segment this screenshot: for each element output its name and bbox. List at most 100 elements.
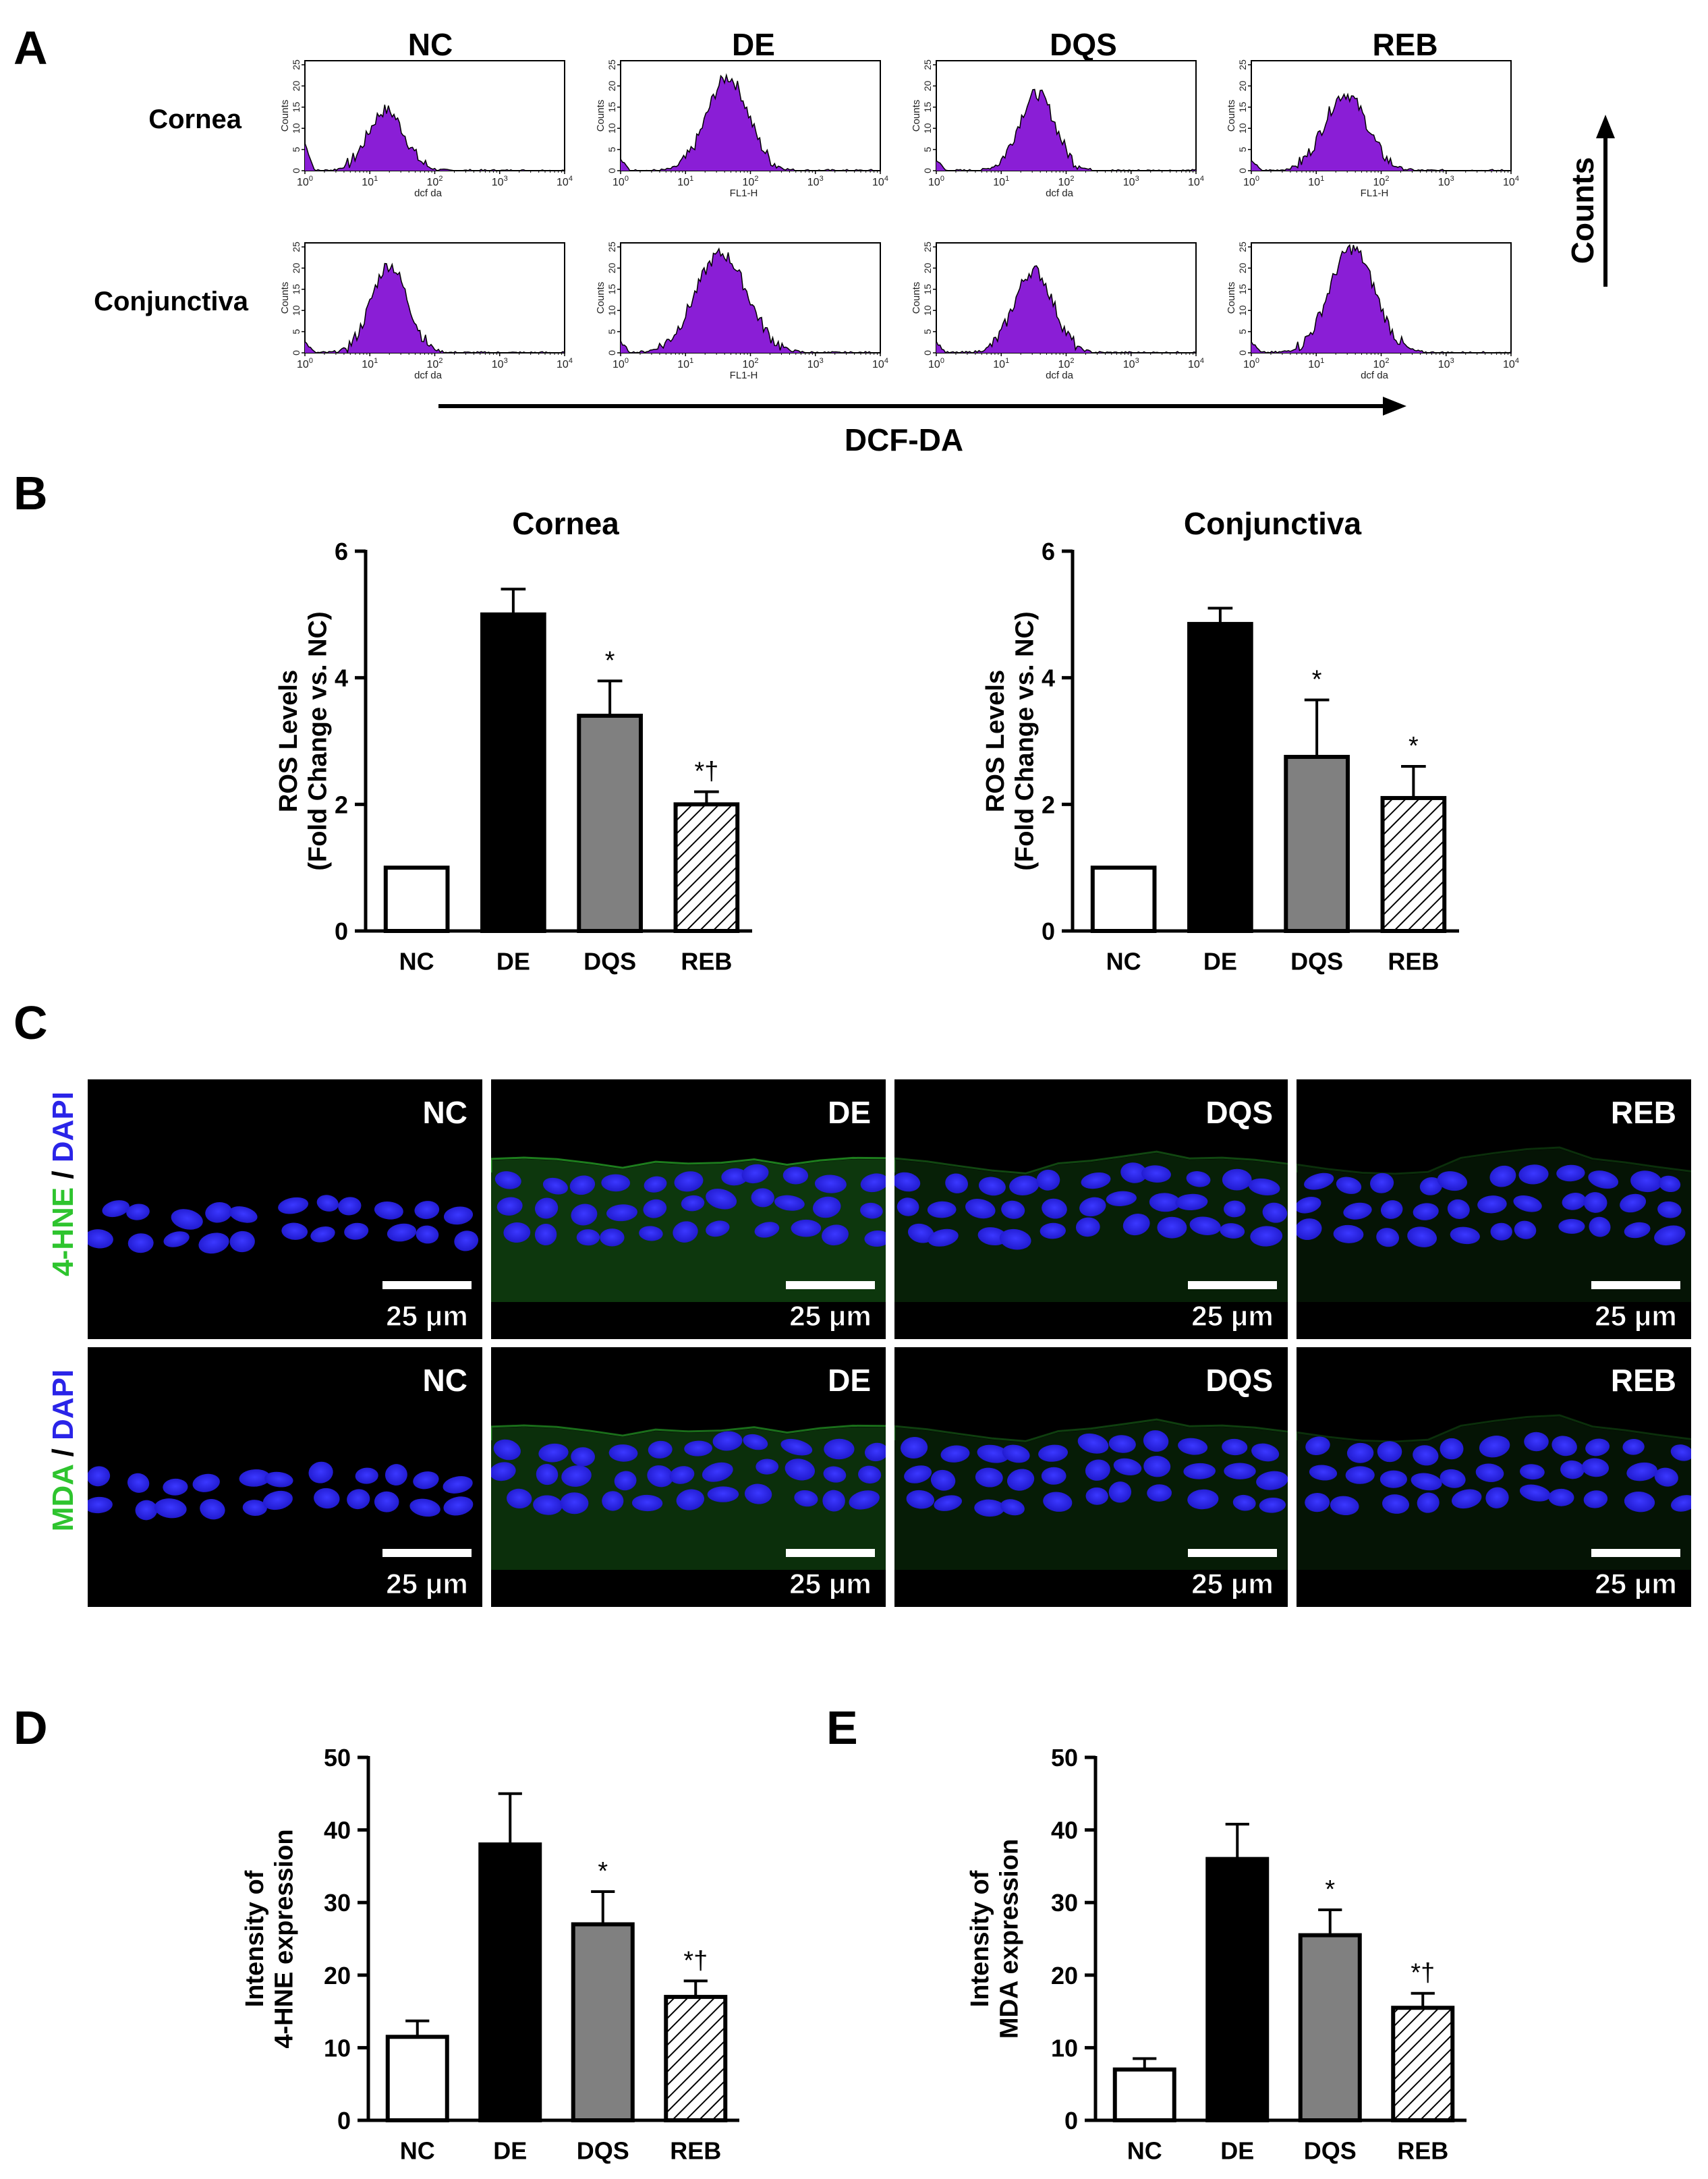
dapi-nucleus (198, 1233, 229, 1254)
dapi-nucleus (1588, 1170, 1619, 1189)
dapi-nucleus (1624, 1492, 1655, 1512)
y-tick-label: 10 (606, 123, 617, 134)
x-tick-label: 103 (492, 357, 508, 370)
dapi-nucleus (229, 1206, 258, 1223)
dapi-nucleus (1143, 1430, 1169, 1452)
dapi-nucleus (1077, 1433, 1109, 1454)
dapi-nucleus (1085, 1487, 1108, 1505)
stain-label-dapi: DAPI (47, 1092, 80, 1162)
green-membrane-line (894, 1418, 1288, 1442)
bar-dqs (571, 1922, 635, 2122)
histogram-cornea-dqs: 0 5 10 15 20 25 Counts 100 101 102 103 104 dcf da (911, 59, 1204, 199)
dapi-nucleus (791, 1219, 822, 1237)
y-tick-label: 15 (1237, 102, 1248, 113)
dapi-nucleus (1447, 1199, 1470, 1219)
dapi-nucleus (1581, 1458, 1610, 1477)
dapi-nucleus (385, 1464, 407, 1486)
y-tick-label: 10 (606, 305, 617, 316)
dapi-nucleus (1630, 1170, 1662, 1193)
dapi-nucleus (1670, 1444, 1691, 1461)
dapi-nucleus (536, 1464, 559, 1485)
chart-mda-intensity: Intensity ofMDA expression 0 10 20 30 40 50 NC D… (966, 1744, 1467, 2165)
micrograph-group-label: DQS (1205, 1363, 1273, 1398)
dapi-nucleus (1222, 1438, 1248, 1456)
x-tick-label: 104 (872, 357, 888, 370)
y-axis-label: Counts (1226, 100, 1237, 132)
dapi-nucleus (1256, 1471, 1288, 1490)
x-tick-label: DE (493, 2137, 527, 2165)
x-tick-label: REB (1388, 948, 1439, 975)
dapi-nucleus (894, 1172, 921, 1192)
y-tick-label: 15 (291, 102, 302, 113)
dapi-nucleus (1477, 1195, 1507, 1214)
dapi-nucleus (1343, 1202, 1372, 1220)
bar-nc (383, 866, 450, 933)
dapi-nucleus (1304, 1172, 1334, 1190)
dapi-nucleus (647, 1465, 673, 1488)
y-tick-label: 25 (922, 242, 933, 252)
dapi-nucleus (601, 1174, 631, 1192)
y-tick-label: 20 (1237, 80, 1248, 91)
dapi-nucleus (163, 1231, 190, 1247)
y-tick-label: 0 (922, 168, 933, 173)
dapi-nucleus (1178, 1438, 1208, 1455)
dapi-nucleus (1232, 1494, 1256, 1511)
scale-bar-label: 25 μm (1595, 1568, 1676, 1600)
x-tick-label: 102 (743, 357, 759, 370)
dapi-nucleus (1376, 1228, 1400, 1247)
dapi-nucleus (414, 1201, 440, 1220)
x-tick-label: REB (670, 2137, 721, 2165)
dapi-nucleus (674, 1171, 704, 1192)
histogram-distribution (621, 248, 880, 353)
dapi-nucleus (1108, 1481, 1132, 1503)
dapi-nucleus (1583, 1490, 1608, 1508)
y-tick-label: 6 (335, 538, 348, 565)
dapi-nucleus (930, 1469, 956, 1491)
histogram-cornea-de: 0 5 10 15 20 25 Counts 100 101 102 103 104 FL1-H (595, 59, 888, 199)
y-tick-label: 30 (1051, 1889, 1078, 1917)
micrograph-mda-nc: NC 25 μm (88, 1347, 482, 1607)
x-tick-label: DQS (1290, 948, 1343, 975)
dapi-nucleus (1120, 1162, 1147, 1183)
y-tick-label: 10 (922, 123, 933, 134)
dapi-nucleus (1002, 1444, 1030, 1463)
y-axis-label: Counts (1226, 282, 1237, 314)
dapi-nucleus (454, 1230, 479, 1251)
dapi-nucleus (355, 1467, 378, 1484)
dapi-nucleus (684, 1440, 712, 1456)
dapi-nucleus (1006, 1469, 1035, 1491)
histogram-distribution (936, 266, 1196, 353)
dapi-nucleus (163, 1478, 188, 1496)
x-tick-label: 103 (1123, 175, 1139, 188)
dapi-nucleus (858, 1465, 882, 1484)
dapi-nucleus (1654, 1225, 1686, 1246)
dapi-nucleus (901, 1436, 928, 1459)
dapi-nucleus (1183, 1463, 1216, 1479)
y-tick-label: 10 (291, 123, 302, 134)
dapi-nucleus (493, 1439, 521, 1461)
y-tick-label: 20 (291, 80, 302, 91)
dapi-nucleus (1380, 1200, 1403, 1219)
dapi-nucleus (812, 1196, 841, 1218)
x-tick-label: 100 (928, 175, 944, 188)
bar-de (1205, 1857, 1270, 2122)
dapi-nucleus (413, 1471, 439, 1490)
micrograph-4hne-nc: NC 25 μm (88, 1079, 482, 1339)
tissue-layer (88, 1461, 474, 1521)
y-tick-label: 15 (922, 102, 933, 113)
y-tick-label: 25 (291, 59, 302, 70)
green-membrane-line (894, 1150, 1288, 1175)
x-tick-label: 100 (613, 175, 629, 188)
x-tick-label: 102 (427, 175, 443, 188)
histogram-distribution (1251, 94, 1511, 171)
x-tick-label: 100 (613, 357, 629, 370)
chart-ros-conjunctiva: Conjunctiva ROS Levels(Fold Change vs. NC… (981, 506, 1459, 975)
dapi-nucleus (1654, 1467, 1678, 1487)
dapi-nucleus (538, 1443, 569, 1463)
y-axis-label: Counts (279, 282, 291, 314)
x-tick-label: 104 (1188, 175, 1204, 188)
dapi-nucleus (88, 1496, 113, 1514)
bar-dqs (577, 713, 643, 933)
dapi-nucleus (192, 1473, 220, 1492)
